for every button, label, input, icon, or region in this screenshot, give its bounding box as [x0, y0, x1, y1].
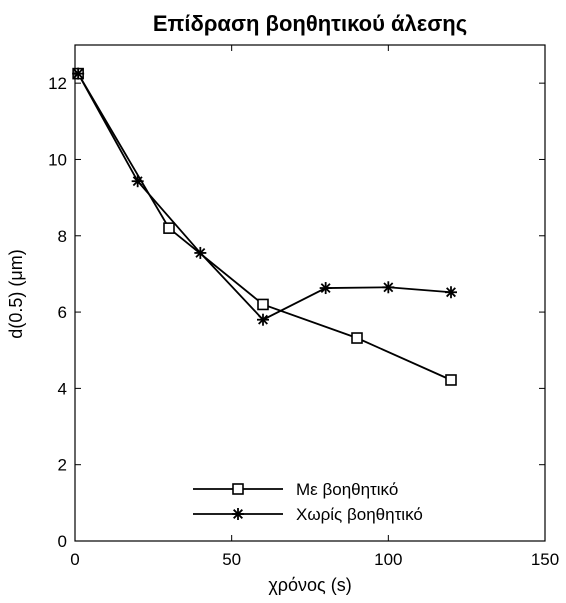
y-tick-label: 12 — [48, 74, 67, 93]
series-line-2 — [77, 73, 452, 321]
data-point-2 — [194, 246, 207, 259]
legend-label-2: Χωρίς βοηθητικό — [296, 505, 423, 524]
data-point-2 — [72, 67, 85, 80]
legend-marker-2 — [232, 508, 244, 520]
x-tick-label: 150 — [531, 550, 559, 569]
legend-marker-1 — [232, 483, 244, 495]
data-point-1 — [257, 298, 269, 311]
series-line-1 — [77, 73, 452, 381]
axis-ticks: 0 50 100 150 0 2 4 6 8 10 12 — [48, 45, 559, 569]
y-tick-label: 0 — [58, 532, 67, 551]
x-tick-label: 0 — [70, 550, 79, 569]
data-point-2 — [257, 313, 269, 326]
data-point-2 — [319, 282, 332, 295]
x-tick-label: 50 — [222, 550, 241, 569]
plot-frame — [74, 44, 546, 542]
y-axis-label: d(0.5) (μm) — [6, 249, 26, 338]
y-tick-label: 2 — [58, 456, 67, 475]
y-tick-label: 6 — [58, 303, 67, 322]
data-point-2 — [445, 286, 457, 299]
chart-title: Επίδραση βοηθητικού άλεσης — [153, 11, 467, 36]
y-tick-label: 8 — [58, 227, 67, 246]
x-axis-label: χρόνος (s) — [268, 575, 351, 595]
y-tick-label: 4 — [58, 379, 67, 398]
data-point-1 — [351, 332, 363, 344]
data-point-2 — [382, 281, 395, 294]
data-point-1 — [163, 222, 175, 234]
x-tick-label: 100 — [374, 550, 402, 569]
y-tick-label: 10 — [48, 150, 67, 169]
data-point-2 — [131, 175, 144, 188]
legend-label-1: Με βοηθητικό — [296, 480, 398, 499]
data-point-1 — [445, 374, 457, 386]
series-layer — [72, 67, 457, 386]
legend: Με βοηθητικό Χωρίς βοηθητικό — [193, 480, 423, 524]
